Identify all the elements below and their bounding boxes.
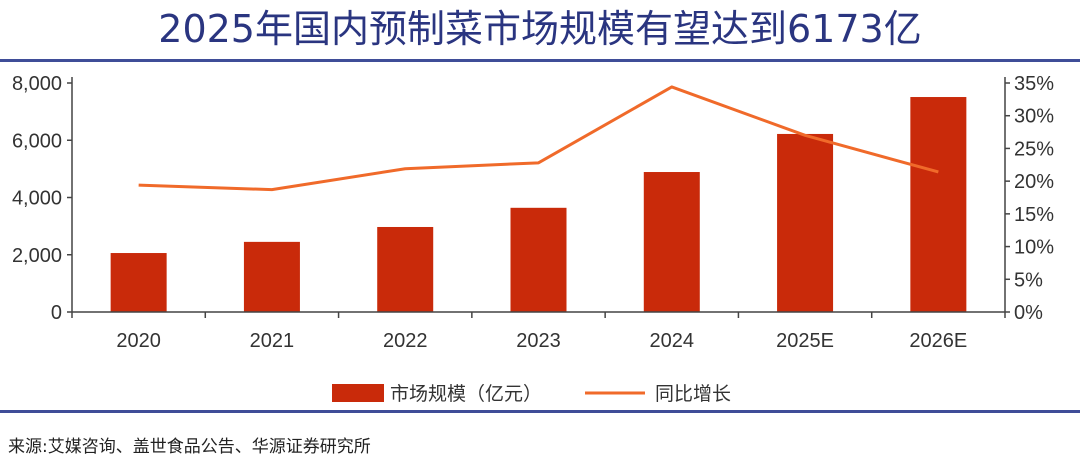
right-tick-label: 35%	[1014, 73, 1054, 95]
legend: 市场规模（亿元） 同比增长	[332, 383, 731, 405]
bar-2022	[377, 226, 434, 312]
bar-2026E	[910, 97, 967, 313]
chart: 0 2,000 4,000 6,000 8,000 0% 5% 10% 15% 20% 25% 30%…	[12, 73, 1054, 405]
x-tick-label: 2024	[650, 330, 695, 352]
bar-2025E	[777, 133, 834, 312]
right-tick-label: 25%	[1014, 138, 1054, 160]
right-tick-label: 5%	[1014, 269, 1043, 291]
chart-title: 2025年国内预制菜市场规模有望达到6173亿	[158, 7, 922, 51]
bottom-divider	[0, 410, 1080, 413]
left-tick-label: 0	[51, 302, 62, 324]
bar-2021	[243, 241, 300, 312]
top-divider	[0, 59, 1080, 62]
right-tick-label: 20%	[1014, 171, 1054, 193]
right-tick-label: 30%	[1014, 106, 1054, 128]
x-tick-label: 2023	[516, 330, 561, 352]
legend-bar-label: 市场规模（亿元）	[390, 383, 542, 405]
right-tick-label: 0%	[1014, 302, 1043, 324]
source-note: 来源:艾媒咨询、盖世食品公告、华源证券研究所	[8, 437, 371, 457]
left-tick-label: 6,000	[12, 130, 62, 152]
x-tick-label: 2026E	[909, 330, 967, 352]
x-tick-label: 2025E	[776, 330, 834, 352]
bar-2024	[643, 172, 700, 312]
left-tick-label: 2,000	[12, 245, 62, 267]
x-tick-label: 2021	[250, 330, 295, 352]
left-tick-label: 8,000	[12, 73, 62, 95]
left-tick-label: 4,000	[12, 188, 62, 210]
growth-line	[138, 85, 939, 192]
bar-2023	[510, 207, 567, 312]
x-tick-label: 2022	[383, 330, 428, 352]
right-tick-label: 10%	[1014, 237, 1054, 259]
x-tick-label: 2020	[116, 330, 161, 352]
legend-bar-swatch	[332, 384, 384, 402]
legend-line-label: 同比增长	[655, 383, 731, 405]
right-tick-label: 15%	[1014, 204, 1054, 226]
bar-2020	[110, 253, 167, 312]
